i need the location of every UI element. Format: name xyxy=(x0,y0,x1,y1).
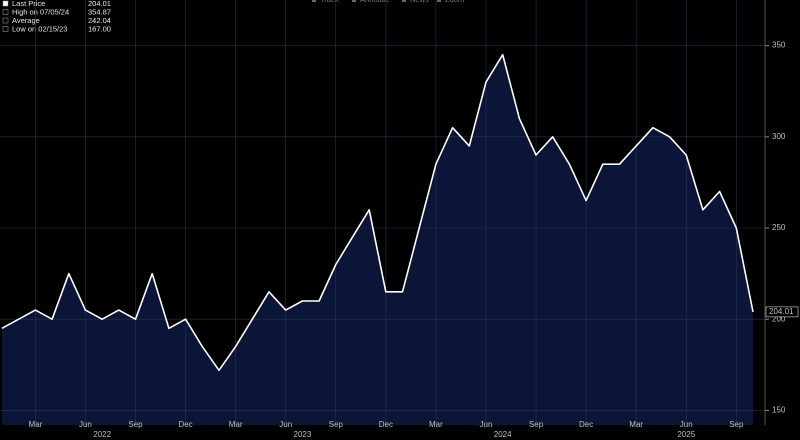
x-tick-label: Jun xyxy=(79,420,92,429)
menu-icon[interactable] xyxy=(312,0,316,2)
legend-swatch xyxy=(2,26,9,32)
y-tick-label: 250 xyxy=(772,223,786,232)
legend-label: Last Price xyxy=(12,0,45,8)
menu-item[interactable]: Zoom xyxy=(445,0,464,4)
x-tick-label: Dec xyxy=(579,420,593,429)
x-tick-label: Dec xyxy=(379,420,393,429)
legend: Last Price 204.01 High on 07/05/24 354.87 Av… xyxy=(2,0,111,33)
x-tick-label: Mar xyxy=(429,420,443,429)
menu-item[interactable]: News xyxy=(410,0,429,4)
menu-icon[interactable] xyxy=(402,0,406,2)
legend-label: High on 07/05/24 xyxy=(12,7,69,16)
menu: Track Annotate News Zoom xyxy=(312,0,464,4)
x-tick-label: Jun xyxy=(480,420,493,429)
y-tick-label: 350 xyxy=(772,41,786,50)
x-tick-label: Sep xyxy=(128,420,143,429)
x-tick-label: Mar xyxy=(229,420,243,429)
last-price-tag-label: 204.01 xyxy=(769,307,794,316)
legend-value: 354.87 xyxy=(88,7,111,16)
x-tick-label: Mar xyxy=(28,420,42,429)
x-year-label: 2024 xyxy=(494,430,512,439)
legend-swatch xyxy=(2,17,9,24)
x-year-label: 2022 xyxy=(93,430,111,439)
x-tick-label: Mar xyxy=(629,420,643,429)
price-line xyxy=(1,53,754,372)
menu-icon[interactable] xyxy=(437,0,441,2)
menu-item[interactable]: Track xyxy=(320,0,339,4)
price-area xyxy=(2,54,753,425)
x-tick-label: Sep xyxy=(329,420,344,429)
menu-icon[interactable] xyxy=(352,0,356,2)
legend-value: 242.04 xyxy=(88,16,111,25)
menu-item[interactable]: Annotate xyxy=(360,0,390,4)
legend-label: Low on 02/15/23 xyxy=(12,24,67,33)
y-tick-label: 150 xyxy=(772,406,786,415)
x-tick-label: Jun xyxy=(680,420,693,429)
legend-swatch xyxy=(2,9,9,15)
y-tick-label: 300 xyxy=(772,132,786,141)
x-year-label: 2023 xyxy=(294,430,312,439)
legend-value: 204.01 xyxy=(88,0,111,8)
legend-value: 167.00 xyxy=(88,24,111,33)
legend-swatch xyxy=(2,0,9,7)
x-tick-label: Jun xyxy=(279,420,292,429)
x-tick-label: Dec xyxy=(178,420,192,429)
x-year-label: 2025 xyxy=(677,430,695,439)
legend-label: Average xyxy=(12,16,40,25)
last-price-tag xyxy=(765,306,799,318)
x-tick-label: Sep xyxy=(529,420,544,429)
y-tick-label: 200 xyxy=(772,314,786,323)
x-tick-label: Sep xyxy=(729,420,744,429)
